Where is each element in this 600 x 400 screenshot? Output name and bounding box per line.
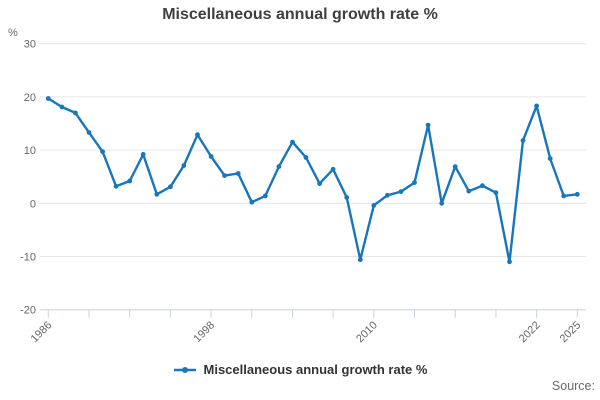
data-point[interactable]	[154, 191, 160, 197]
data-point[interactable]	[181, 163, 187, 168]
x-tick-label: 1986	[29, 319, 55, 345]
chart-title: Miscellaneous annual growth rate %	[162, 6, 438, 23]
x-tick-label: 2025	[558, 319, 584, 345]
y-tick-label: -10	[20, 252, 36, 264]
y-tick-label: 0	[30, 198, 36, 210]
data-point[interactable]	[534, 103, 539, 109]
data-point[interactable]	[317, 181, 322, 187]
data-point[interactable]	[249, 199, 255, 205]
data-point[interactable]	[371, 203, 377, 208]
data-point[interactable]	[466, 188, 472, 194]
data-point[interactable]	[235, 171, 241, 176]
data-point[interactable]	[276, 164, 282, 170]
data-point[interactable]	[208, 154, 214, 159]
data-point[interactable]	[520, 138, 526, 143]
data-point[interactable]	[357, 257, 363, 263]
data-point[interactable]	[303, 155, 309, 160]
x-tick-label: 2022	[517, 319, 543, 345]
data-point[interactable]	[493, 190, 499, 196]
y-tick-label: 20	[24, 92, 36, 104]
data-point[interactable]	[45, 96, 51, 101]
x-tick-label: 2010	[354, 319, 380, 345]
data-point[interactable]	[507, 259, 512, 265]
data-point[interactable]	[59, 104, 65, 110]
y-axis-unit-label: %	[8, 27, 18, 39]
data-point[interactable]	[398, 189, 404, 195]
source-label: Source:	[551, 379, 595, 393]
y-tick-label: 10	[24, 145, 36, 157]
data-point[interactable]	[73, 110, 78, 116]
legend[interactable]: Miscellaneous annual growth rate %	[0, 362, 600, 377]
data-point[interactable]	[168, 184, 173, 190]
data-point[interactable]	[195, 132, 200, 138]
data-point[interactable]	[439, 200, 445, 206]
data-point[interactable]	[574, 191, 580, 197]
data-point[interactable]	[100, 149, 105, 155]
data-point[interactable]	[113, 183, 119, 189]
data-point[interactable]	[452, 164, 458, 170]
data-point[interactable]	[480, 183, 485, 189]
data-point[interactable]	[222, 173, 228, 179]
data-point[interactable]	[425, 122, 431, 128]
data-point[interactable]	[561, 193, 567, 199]
data-point[interactable]	[290, 139, 295, 145]
x-tick-label: 1998	[191, 319, 217, 345]
y-tick-label: 30	[24, 39, 36, 51]
data-point[interactable]	[385, 192, 390, 198]
data-point[interactable]	[344, 195, 350, 200]
data-point[interactable]	[547, 156, 553, 162]
data-point[interactable]	[140, 152, 146, 157]
data-point[interactable]	[330, 166, 336, 172]
data-point[interactable]	[127, 178, 133, 184]
data-point[interactable]	[412, 180, 417, 186]
series-line	[47, 97, 579, 263]
data-point[interactable]	[86, 130, 92, 135]
y-tick-label: -20	[20, 305, 36, 317]
legend-label: Miscellaneous annual growth rate %	[203, 362, 428, 377]
data-point[interactable]	[262, 193, 268, 199]
legend-series-marker-icon	[173, 366, 196, 373]
